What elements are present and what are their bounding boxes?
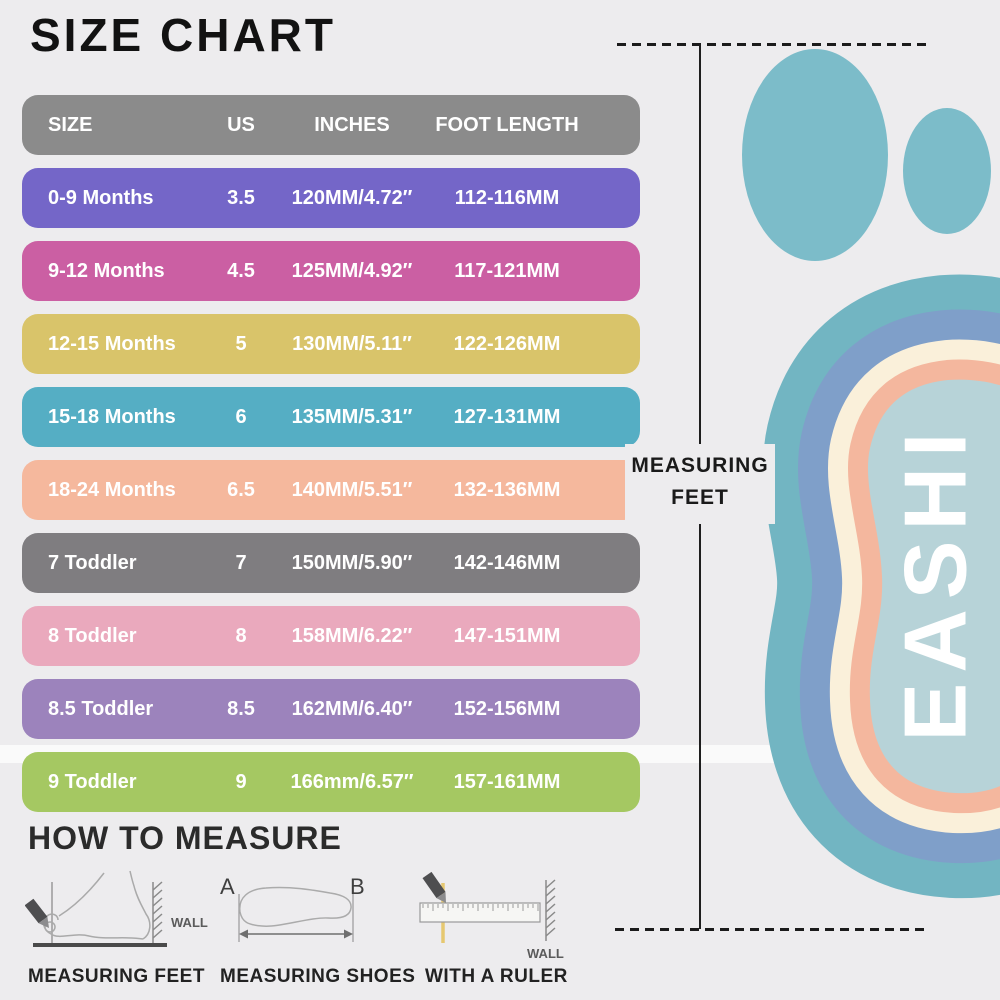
measuring-feet-annotation: MEASURING FEET xyxy=(625,444,775,524)
measuring-feet-annotation-line1: MEASURING xyxy=(631,454,769,477)
wall-hatch-icon xyxy=(545,879,556,941)
brand-text: EASHI xyxy=(885,423,984,742)
table-row: 0-9 Months 3.5 120MM/4.72″ 112-116MM xyxy=(22,168,640,228)
wall-label: WALL xyxy=(527,946,564,961)
cell-foot-length: 147-151MM xyxy=(453,624,561,647)
cell-size: 0-9 Months xyxy=(48,186,154,209)
top-dashed-guide-line xyxy=(617,43,931,46)
cell-foot-length: 112-116MM xyxy=(454,186,560,209)
measuring-feet-diagram: WALL xyxy=(25,870,208,947)
cell-size: 9-12 Months xyxy=(48,259,165,282)
cell-us: 3.5 xyxy=(227,186,255,209)
point-b-label: B xyxy=(350,874,365,899)
foot-ring-peach xyxy=(847,359,1000,814)
cell-foot-length: 157-161MM xyxy=(453,770,561,793)
column-header-inches: INCHES xyxy=(314,113,390,136)
foot-ring-cream xyxy=(827,339,1000,834)
cell-size: 8 Toddler xyxy=(48,624,137,647)
cell-us: 7 xyxy=(235,551,247,574)
ruler-icon xyxy=(419,902,541,923)
cell-inches: 125MM/4.92″ xyxy=(291,259,413,282)
cell-us: 6 xyxy=(235,405,247,428)
with-ruler-caption: WITH A RULER xyxy=(425,966,568,987)
with-ruler-diagram: WALL xyxy=(419,871,564,961)
big-toe-icon xyxy=(742,49,888,261)
foot-ring-outer xyxy=(763,274,1000,899)
point-a-label: A xyxy=(220,874,235,899)
cell-foot-length: 152-156MM xyxy=(453,697,561,720)
table-row: 18-24 Months 6.5 140MM/5.51″ 132-136MM xyxy=(22,460,640,520)
cell-inches: 135MM/5.31″ xyxy=(291,405,413,428)
cell-size: 12-15 Months xyxy=(48,332,176,355)
table-row: 7 Toddler 7 150MM/5.90″ 142-146MM xyxy=(22,533,640,593)
cell-foot-length: 117-121MM xyxy=(454,259,560,282)
cell-us: 4.5 xyxy=(227,259,255,282)
cell-inches: 140MM/5.51″ xyxy=(291,478,413,501)
cell-size: 7 Toddler xyxy=(48,551,137,574)
cell-size: 18-24 Months xyxy=(48,478,176,501)
cell-inches: 166mm/6.57″ xyxy=(290,770,414,793)
pencil-icon xyxy=(422,871,446,903)
cell-us: 8 xyxy=(235,624,247,647)
shoe-outline-icon xyxy=(239,886,352,927)
table-row: 8.5 Toddler 8.5 162MM/6.40″ 152-156MM xyxy=(22,679,640,739)
table-header-row: SIZE US INCHES FOOT LENGTH xyxy=(22,95,640,155)
cell-us: 5 xyxy=(235,332,247,355)
cell-size: 9 Toddler xyxy=(48,770,137,793)
cell-foot-length: 142-146MM xyxy=(453,551,561,574)
foot-ring-blue xyxy=(797,309,1000,864)
measuring-feet-annotation-line2: FEET xyxy=(671,486,729,509)
table-row: 15-18 Months 6 135MM/5.31″ 127-131MM xyxy=(22,387,640,447)
cell-foot-length: 122-126MM xyxy=(453,332,561,355)
cell-inches: 130MM/5.11″ xyxy=(292,332,412,355)
cell-inches: 158MM/6.22″ xyxy=(291,624,413,647)
table-row: 9 Toddler 9 166mm/6.57″ 157-161MM xyxy=(22,752,640,812)
column-header-size: SIZE xyxy=(48,113,93,136)
measuring-feet-caption: MEASURING FEET xyxy=(28,966,205,987)
wall-label: WALL xyxy=(171,915,208,930)
cell-inches: 120MM/4.72″ xyxy=(291,186,413,209)
length-arrow-icon xyxy=(239,929,353,939)
wall-hatch-icon xyxy=(152,881,163,943)
cell-us: 9 xyxy=(235,770,247,793)
column-header-foot-length: FOOT LENGTH xyxy=(435,113,579,136)
cell-us: 6.5 xyxy=(227,478,255,501)
bottom-dashed-guide-line xyxy=(615,928,929,931)
how-to-measure-title: HOW TO MEASURE xyxy=(28,820,342,856)
table-row: 9-12 Months 4.5 125MM/4.92″ 117-121MM xyxy=(22,241,640,301)
foot-sketch-icon xyxy=(42,870,151,940)
measuring-shoes-caption: MEASURING SHOES xyxy=(220,966,416,987)
cell-us: 8.5 xyxy=(227,697,255,720)
table-row: 12-15 Months 5 130MM/5.11″ 122-126MM xyxy=(22,314,640,374)
page-title: SIZE CHART xyxy=(30,9,336,61)
cell-foot-length: 127-131MM xyxy=(453,405,561,428)
cell-foot-length: 132-136MM xyxy=(453,478,561,501)
table-row: 8 Toddler 8 158MM/6.22″ 147-151MM xyxy=(22,606,640,666)
measuring-shoes-diagram: A B xyxy=(220,874,365,942)
cell-size: 8.5 Toddler xyxy=(48,697,154,720)
cell-size: 15-18 Months xyxy=(48,405,176,428)
column-header-us: US xyxy=(227,113,255,136)
cell-inches: 150MM/5.90″ xyxy=(291,551,413,574)
cell-inches: 162MM/6.40″ xyxy=(291,697,413,720)
foot-inner-sole xyxy=(867,379,1000,794)
small-toe-icon xyxy=(903,108,991,234)
pencil-icon xyxy=(25,898,49,928)
